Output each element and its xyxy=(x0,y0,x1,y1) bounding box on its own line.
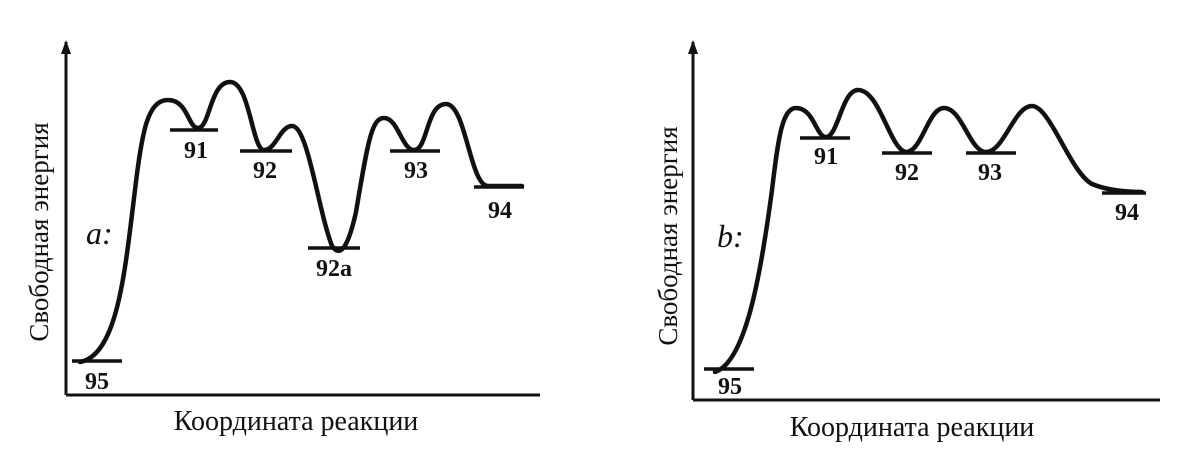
energy-curve-b xyxy=(712,87,1145,375)
y-axis-label-b: Свободная энергия xyxy=(653,126,683,345)
panel-label-b: b: xyxy=(717,218,744,254)
energy-curve-a xyxy=(77,79,525,365)
panel-a: Свободная энергия Координата реакции a: … xyxy=(24,40,540,437)
x-axis-label-b: Координата реакции xyxy=(790,412,1035,443)
level-label-92-a: 92 xyxy=(253,158,277,184)
level-label-92a-a: 92a xyxy=(316,256,352,282)
level-label-93-a: 93 xyxy=(404,158,428,184)
level-label-94-a: 94 xyxy=(488,198,512,224)
y-axis-label-a: Свободная энергия xyxy=(24,122,54,341)
level-label-93-b: 93 xyxy=(978,160,1002,186)
level-label-94-b: 94 xyxy=(1115,200,1139,226)
panel-label-a: a: xyxy=(86,215,113,251)
x-axis-label-a: Координата реакции xyxy=(174,406,419,437)
level-label-91-b: 91 xyxy=(814,144,838,170)
level-label-92-b: 92 xyxy=(895,160,919,186)
level-label-95-a: 95 xyxy=(85,369,109,395)
level-label-95-b: 95 xyxy=(718,374,742,400)
panel-b: Свободная энергия Координата реакции b: … xyxy=(653,40,1160,443)
level-label-91-a: 91 xyxy=(184,138,208,164)
